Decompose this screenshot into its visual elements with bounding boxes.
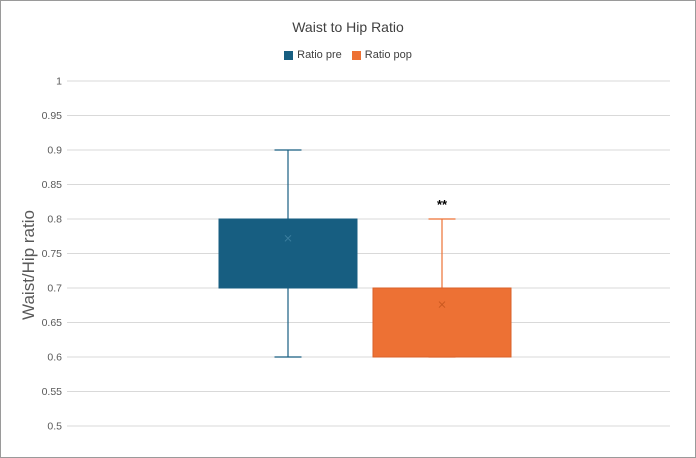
chart-title: Waist to Hip Ratio [292,19,404,35]
y-tick-label: 0.6 [47,352,62,364]
y-tick-label: 0.85 [42,179,63,191]
y-tick-label: 0.55 [42,386,63,398]
significance-annotation: ** [437,197,448,212]
y-tick-label: 0.9 [47,145,62,157]
mean-marker-ratio-pop [438,301,446,308]
legend-swatch-ratio-pre [284,50,294,60]
y-tick-label: 1 [56,76,62,88]
legend: Ratio pre Ratio pop [0,49,696,61]
y-axis-label: Waist/Hip ratio [19,210,38,320]
legend-swatch-ratio-pop [351,50,361,60]
y-tick-label: 0.7 [47,283,62,295]
y-tick-label: 0.65 [42,317,63,329]
y-tick-label: 0.95 [42,110,63,122]
legend-item-ratio-pop: Ratio pop [351,49,412,61]
mean-marker-ratio-pre [284,234,292,242]
y-tick-label: 0.75 [42,248,63,260]
y-tick-label: 0.5 [47,421,62,433]
legend-item-ratio-pre: Ratio pre [284,49,342,61]
legend-label-ratio-pre: Ratio pre [297,49,342,61]
box-ratio-pop [372,287,512,358]
box-ratio-pre [218,218,358,289]
y-tick-label: 0.8 [47,214,62,226]
legend-label-ratio-pop: Ratio pop [364,49,412,61]
